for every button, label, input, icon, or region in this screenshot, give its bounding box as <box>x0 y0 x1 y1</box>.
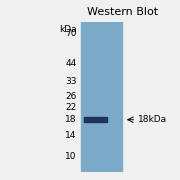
Text: 70: 70 <box>65 29 77 38</box>
Text: 33: 33 <box>65 77 77 86</box>
Text: 44: 44 <box>66 59 77 68</box>
Text: 18: 18 <box>65 115 77 124</box>
Text: 22: 22 <box>66 103 77 112</box>
Text: 10: 10 <box>65 152 77 161</box>
Text: kDa: kDa <box>59 25 77 34</box>
Text: Western Blot: Western Blot <box>87 7 158 17</box>
Text: 18kDa: 18kDa <box>138 115 167 124</box>
Text: 14: 14 <box>65 131 77 140</box>
Text: 26: 26 <box>65 92 77 101</box>
